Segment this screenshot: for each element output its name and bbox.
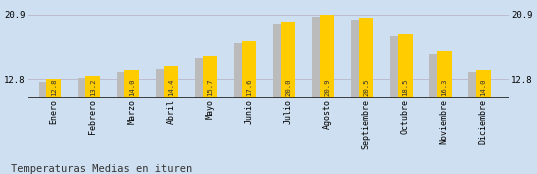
Text: 20.5: 20.5	[363, 79, 369, 96]
Bar	[195, 58, 204, 98]
Text: 14.0: 14.0	[480, 79, 486, 96]
Bar	[85, 76, 100, 98]
Bar	[437, 51, 452, 98]
Bar	[390, 36, 398, 98]
Bar	[202, 56, 217, 98]
Text: 17.6: 17.6	[246, 79, 252, 96]
Bar	[476, 70, 491, 98]
Text: 16.3: 16.3	[441, 79, 447, 96]
Bar	[320, 15, 335, 98]
Text: 20.9: 20.9	[324, 79, 330, 96]
Bar	[125, 70, 139, 98]
Bar	[156, 69, 164, 98]
Bar	[429, 54, 438, 98]
Bar	[312, 17, 321, 98]
Bar	[398, 34, 412, 98]
Text: 20.0: 20.0	[285, 79, 291, 96]
Bar	[117, 72, 125, 98]
Bar	[273, 24, 281, 98]
Bar	[78, 78, 86, 98]
Bar	[46, 79, 61, 98]
Bar	[234, 43, 242, 98]
Bar	[163, 66, 178, 98]
Text: 18.5: 18.5	[402, 79, 408, 96]
Text: 13.2: 13.2	[90, 79, 96, 96]
Bar	[242, 41, 256, 98]
Text: 14.0: 14.0	[129, 79, 135, 96]
Bar	[39, 82, 47, 98]
Text: 15.7: 15.7	[207, 79, 213, 96]
Text: Temperaturas Medias en ituren: Temperaturas Medias en ituren	[11, 164, 192, 174]
Bar	[281, 22, 295, 98]
Bar	[351, 20, 359, 98]
Text: 14.4: 14.4	[168, 79, 174, 96]
Bar	[468, 72, 476, 98]
Bar	[359, 18, 374, 98]
Text: 12.8: 12.8	[51, 79, 57, 96]
